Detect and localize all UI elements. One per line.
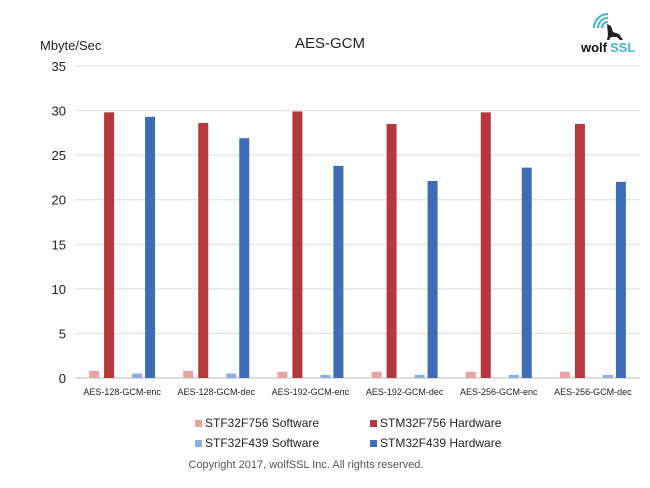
- y-tick-label: 30: [52, 104, 66, 119]
- bar: [521, 167, 532, 378]
- legend-swatch: [195, 420, 202, 427]
- bar: [333, 165, 344, 378]
- bar: [89, 370, 100, 378]
- legend-label: STF32F756 Software: [205, 416, 319, 430]
- x-tick-label: AES-128-GCM-dec: [177, 387, 255, 397]
- legend-swatch: [370, 440, 377, 447]
- x-tick-label: AES-192-GCM-enc: [272, 387, 350, 397]
- bar: [427, 180, 438, 378]
- bar: [574, 123, 585, 378]
- x-tick-label: AES-192-GCM-dec: [366, 387, 444, 397]
- bar: [320, 374, 331, 378]
- bar: [386, 123, 397, 378]
- y-tick-label: 0: [59, 371, 66, 386]
- legend-label: STF32F439 Software: [205, 436, 319, 450]
- legend-label: STM32F756 Hardware: [380, 416, 502, 430]
- y-tick-label: 35: [52, 59, 66, 74]
- bar: [277, 371, 288, 378]
- bar: [239, 138, 250, 378]
- bar: [292, 111, 303, 378]
- bar: [480, 112, 491, 379]
- legend-label: STM32F439 Hardware: [380, 436, 502, 450]
- svg-text:wolf: wolf: [580, 40, 608, 55]
- legend-swatch: [370, 420, 377, 427]
- bar: [602, 374, 613, 378]
- bar: [414, 374, 425, 378]
- bar: [198, 123, 209, 379]
- y-tick-label: 25: [52, 148, 66, 163]
- x-tick-label: AES-128-GCM-enc: [83, 387, 161, 397]
- bar: [615, 181, 626, 378]
- svg-text:SSL: SSL: [610, 40, 635, 55]
- bar: [132, 373, 143, 378]
- chart-title: AES-GCM: [295, 35, 365, 52]
- bar: [559, 371, 570, 378]
- bar: [104, 112, 115, 379]
- y-tick-label: 10: [52, 282, 66, 297]
- bar: [226, 373, 237, 378]
- x-tick-label: AES-256-GCM-enc: [460, 387, 538, 397]
- bar: [371, 371, 382, 378]
- bar: [508, 374, 519, 378]
- y-tick-label: 20: [52, 193, 66, 208]
- y-axis-label: Mbyte/Sec: [40, 38, 102, 53]
- y-tick-label: 5: [59, 326, 66, 341]
- wolfssl-logo: wolf SSL: [580, 13, 635, 55]
- copyright-text: Copyright 2017, wolfSSL Inc. All rights …: [189, 459, 424, 471]
- bar: [183, 370, 194, 378]
- bar: [145, 116, 156, 378]
- legend-swatch: [195, 440, 202, 447]
- bar: [465, 371, 476, 378]
- x-tick-label: AES-256-GCM-dec: [554, 387, 632, 397]
- y-tick-label: 15: [52, 237, 66, 252]
